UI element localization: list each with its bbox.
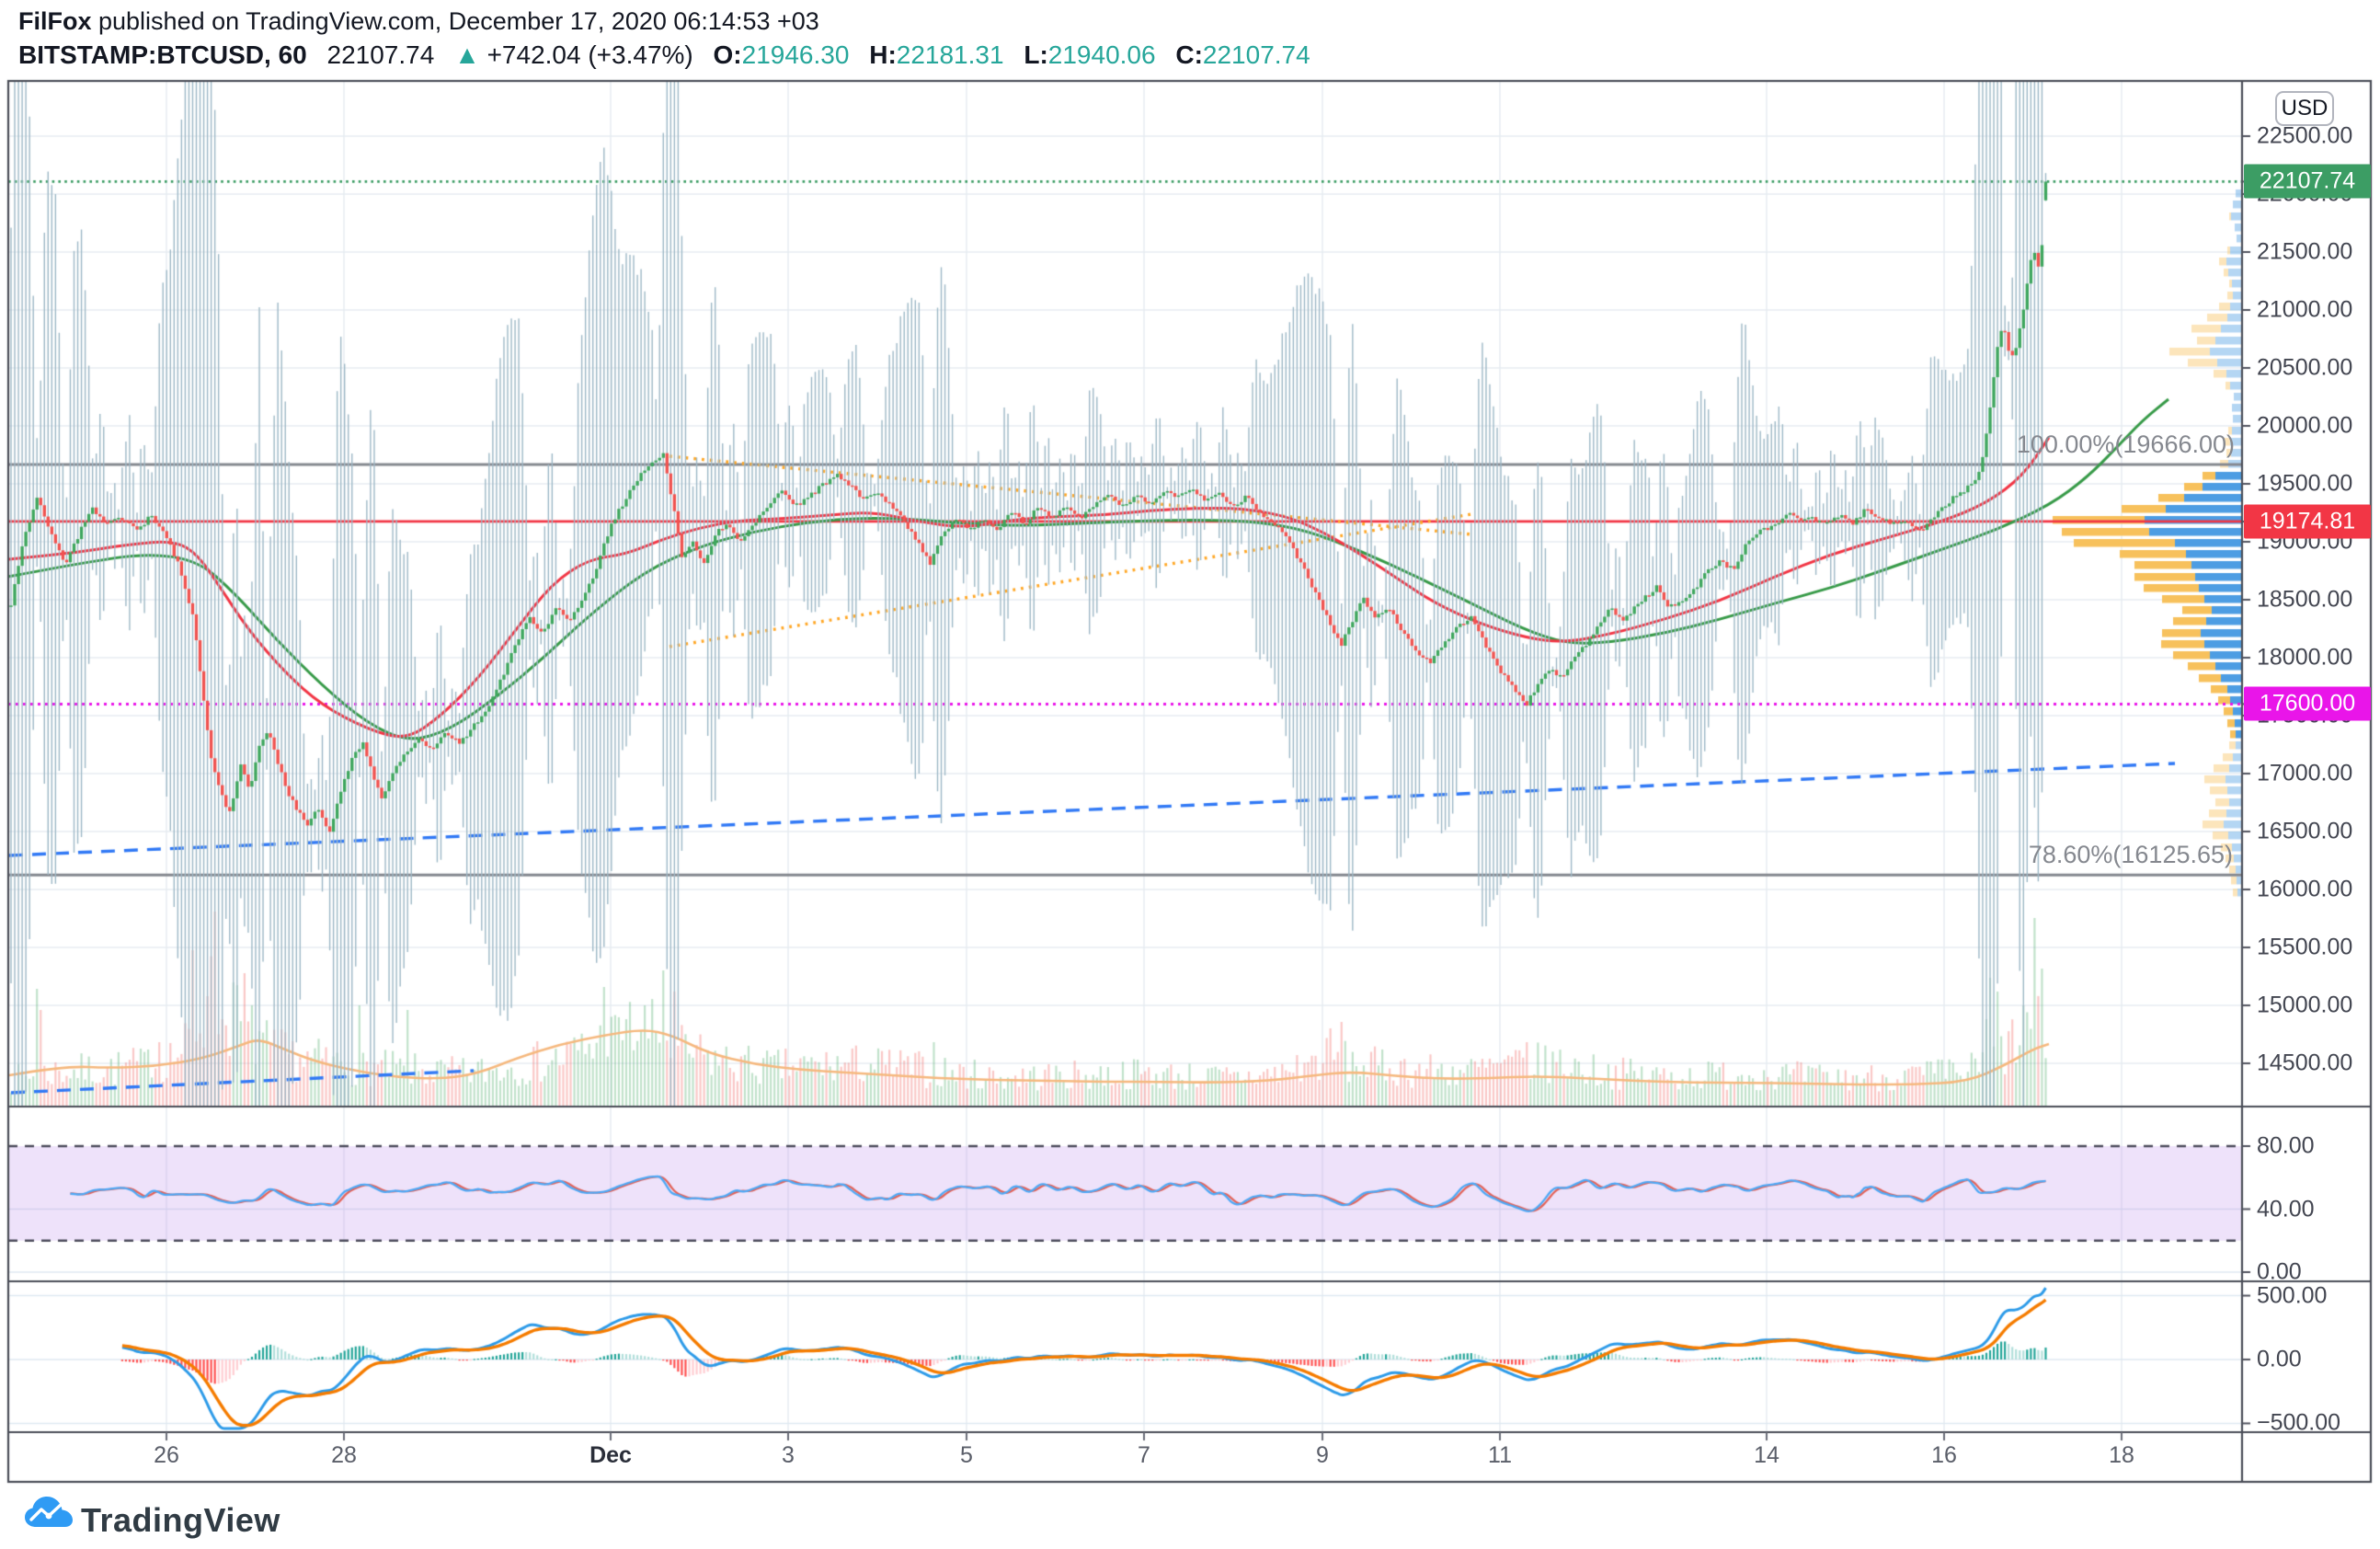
date-label-11: 11 [1488, 1442, 1512, 1468]
low-value: 21940.06 [1047, 40, 1156, 69]
price-tick-label: 21500.00 [2257, 238, 2353, 265]
price-flag-alert-level: 19174.81 [2244, 504, 2371, 539]
price-tick-label: 17000.00 [2257, 760, 2353, 786]
date-label-28: 28 [331, 1442, 357, 1468]
price-flag-support-level: 17600.00 [2244, 686, 2371, 721]
macd-tick-label: −500.00 [2257, 1409, 2341, 1436]
high-value: 22181.31 [896, 40, 1004, 69]
date-label-7: 7 [1138, 1442, 1150, 1468]
symbol-name[interactable]: BITSTAMP:BTCUSD, 60 [18, 40, 307, 69]
date-label-26: 26 [154, 1442, 179, 1468]
price-tick-label: 16500.00 [2257, 818, 2353, 844]
price-tick-label: 21000.00 [2257, 296, 2353, 323]
close-label: C: [1175, 40, 1203, 69]
price-tick-label: 20000.00 [2257, 412, 2353, 439]
author-name: FilFox [18, 7, 92, 35]
currency-toggle-button[interactable]: USD [2275, 91, 2334, 126]
price-tick-label: 15500.00 [2257, 934, 2353, 960]
open-label: O: [713, 40, 742, 69]
stoch-tick-label: 80.00 [2257, 1132, 2315, 1159]
date-label-3: 3 [782, 1442, 795, 1468]
quote-change: +742.04 (+3.47%) [486, 40, 693, 69]
low-label: L: [1024, 40, 1048, 69]
close-value: 22107.74 [1202, 40, 1310, 69]
price-tick-label: 16000.00 [2257, 876, 2353, 902]
high-label: H: [869, 40, 897, 69]
quote-last: 22107.74 [326, 40, 435, 69]
price-tick-label: 18000.00 [2257, 644, 2353, 671]
price-tick-label: 15000.00 [2257, 992, 2353, 1018]
open-value: 21946.30 [741, 40, 850, 69]
macd-tick-label: 0.00 [2257, 1346, 2302, 1372]
date-label-16: 16 [1931, 1442, 1957, 1468]
up-arrow-icon: ▲ [454, 40, 480, 69]
price-flag-last-price: 22107.74 [2244, 164, 2371, 199]
stoch-tick-label: 0.00 [2257, 1258, 2302, 1285]
fib-label-100: 100.00%(19666.00) [2016, 430, 2235, 458]
date-label-9: 9 [1316, 1442, 1329, 1468]
date-label-Dec: Dec [589, 1442, 632, 1468]
macd-tick-label: 500.00 [2257, 1282, 2328, 1309]
price-tick-label: 14500.00 [2257, 1050, 2353, 1076]
date-label-5: 5 [960, 1442, 973, 1468]
tradingview-logo-icon[interactable] [24, 1494, 74, 1531]
price-tick-label: 18500.00 [2257, 586, 2353, 613]
price-tick-label: 19500.00 [2257, 470, 2353, 497]
price-tick-label: 22500.00 [2257, 122, 2353, 149]
date-label-18: 18 [2109, 1442, 2134, 1468]
symbol-quote-row: BITSTAMP:BTCUSD, 60 22107.74 ▲ +742.04 (… [18, 40, 1310, 70]
byline: FilFox published on TradingView.com, Dec… [18, 7, 819, 36]
stoch-tick-label: 40.00 [2257, 1196, 2315, 1222]
byline-rest: published on TradingView.com, December 1… [91, 7, 819, 35]
date-label-14: 14 [1754, 1442, 1779, 1468]
tradingview-wordmark[interactable]: TradingView [81, 1501, 280, 1539]
price-tick-label: 20500.00 [2257, 354, 2353, 381]
fib-label-786: 78.60%(16125.65) [2028, 841, 2233, 868]
